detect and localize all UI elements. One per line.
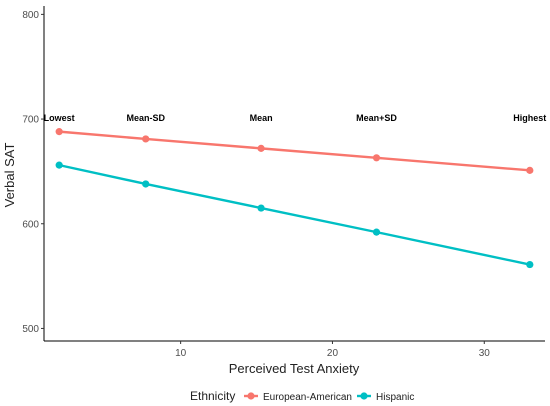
data-point-european-american	[55, 128, 63, 136]
data-point-hispanic	[372, 228, 381, 236]
x-axis-title: Perceived Test Anxiety	[229, 361, 360, 376]
y-tick-label: 800	[22, 10, 39, 21]
y-axis-title: Verbal SAT	[2, 143, 17, 208]
legend: Ethnicity European-American Hispanic	[190, 389, 414, 403]
annotation-label: Lowest	[44, 113, 75, 123]
annotation-label: Mean-SD	[126, 113, 165, 123]
annotation-label: Mean+SD	[356, 113, 397, 123]
x-tick-label: 30	[479, 348, 491, 359]
legend-title: Ethnicity	[190, 389, 235, 403]
series-layer	[55, 128, 534, 269]
legend-key-point-hispanic	[360, 392, 368, 400]
legend-items: European-American Hispanic	[244, 392, 414, 403]
annotations: Lowest Mean-SD Mean Mean+SD Highest	[44, 113, 547, 123]
data-point-hispanic	[55, 161, 63, 169]
data-point-hispanic	[257, 204, 265, 212]
data-point-european-american	[257, 144, 265, 152]
y-tick-label: 600	[22, 219, 39, 230]
annotation-label: Mean	[250, 113, 273, 123]
axes: 500 600 700 800 10 20 30	[22, 6, 545, 359]
series-hispanic	[55, 161, 534, 269]
series-european-american	[55, 128, 534, 174]
series-line-european-american	[59, 130, 530, 172]
data-point-european-american	[372, 154, 381, 162]
y-tick-label: 700	[22, 115, 39, 126]
data-point-european-american	[142, 135, 150, 143]
y-tick-label: 500	[22, 324, 39, 335]
data-point-hispanic	[142, 180, 150, 188]
x-tick-label: 10	[175, 348, 187, 359]
data-point-european-american	[526, 166, 534, 174]
legend-key-point-european-american	[247, 392, 255, 400]
annotation-label: Highest	[513, 113, 546, 123]
legend-label-european-american: European-American	[263, 392, 352, 403]
data-point-hispanic	[526, 260, 534, 269]
series-line-hispanic	[58, 163, 531, 266]
legend-label-hispanic: Hispanic	[376, 392, 414, 403]
x-tick-label: 20	[327, 348, 339, 359]
